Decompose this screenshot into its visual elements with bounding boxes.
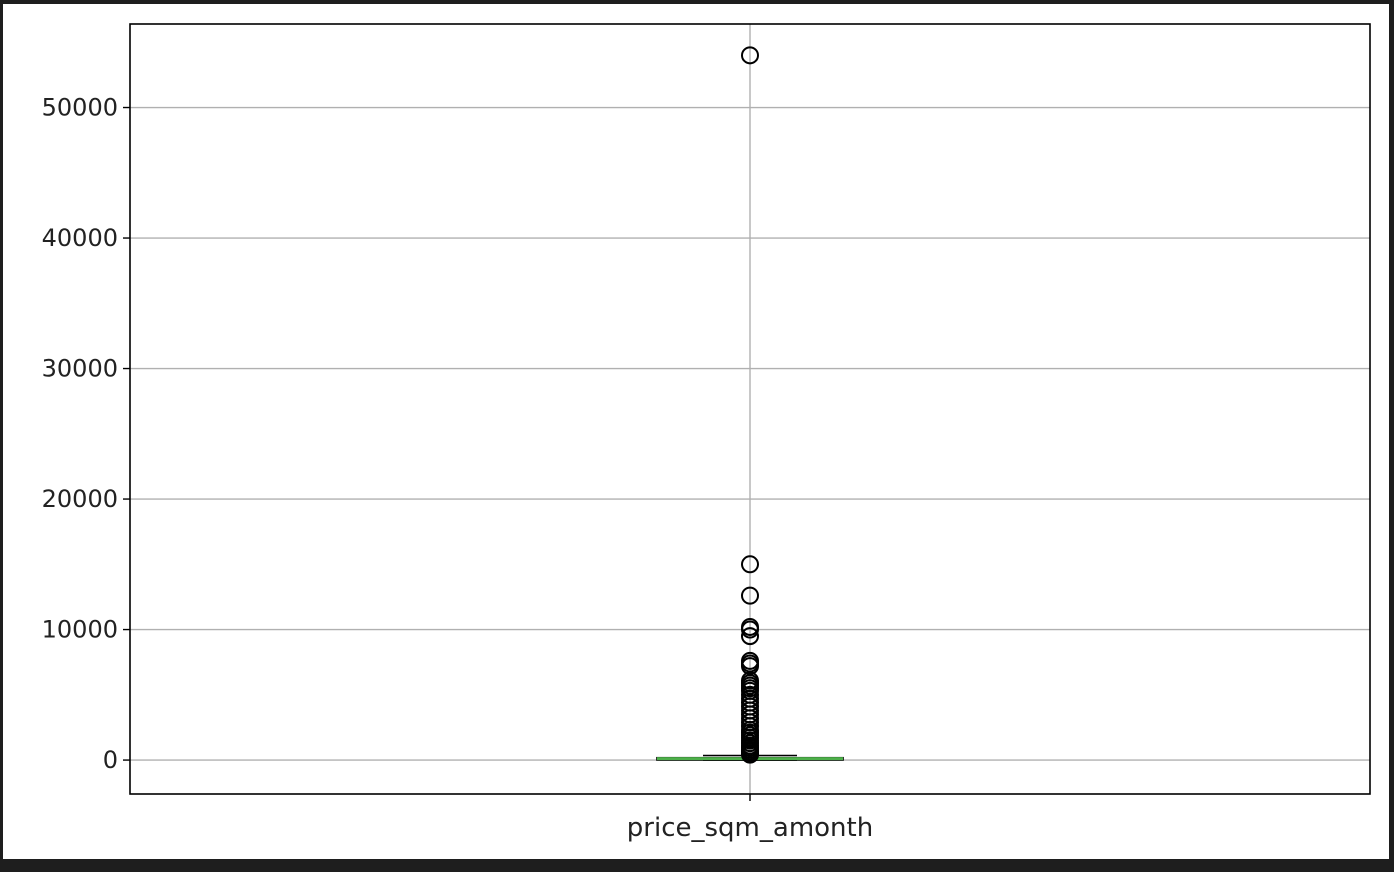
outlier-point [741,555,759,574]
outlier-point [741,586,759,605]
outlier-points [741,46,759,764]
boxplot-chart: 0 10000 20000 30000 40000 50000 price_sqm_amo… [42,23,1371,843]
y-tick-label: 0 [103,746,118,774]
outlier-point [741,620,759,639]
y-axis: 0 10000 20000 30000 40000 50000 [42,94,130,774]
outlier-point [741,46,759,65]
y-tick-label: 20000 [42,485,118,513]
y-tick-label: 40000 [42,224,118,252]
x-tick-label: price_sqm_amonth [627,813,873,843]
y-tick-label: 50000 [42,94,118,122]
chart-frame: 0 10000 20000 30000 40000 50000 price_sqm_amo… [3,4,1389,859]
x-axis: price_sqm_amonth [627,794,873,843]
outlier-point [741,627,759,646]
grid-lines [130,24,1370,794]
y-tick-label: 10000 [42,616,118,644]
y-tick-label: 30000 [42,355,118,383]
outlier-point [741,745,759,764]
